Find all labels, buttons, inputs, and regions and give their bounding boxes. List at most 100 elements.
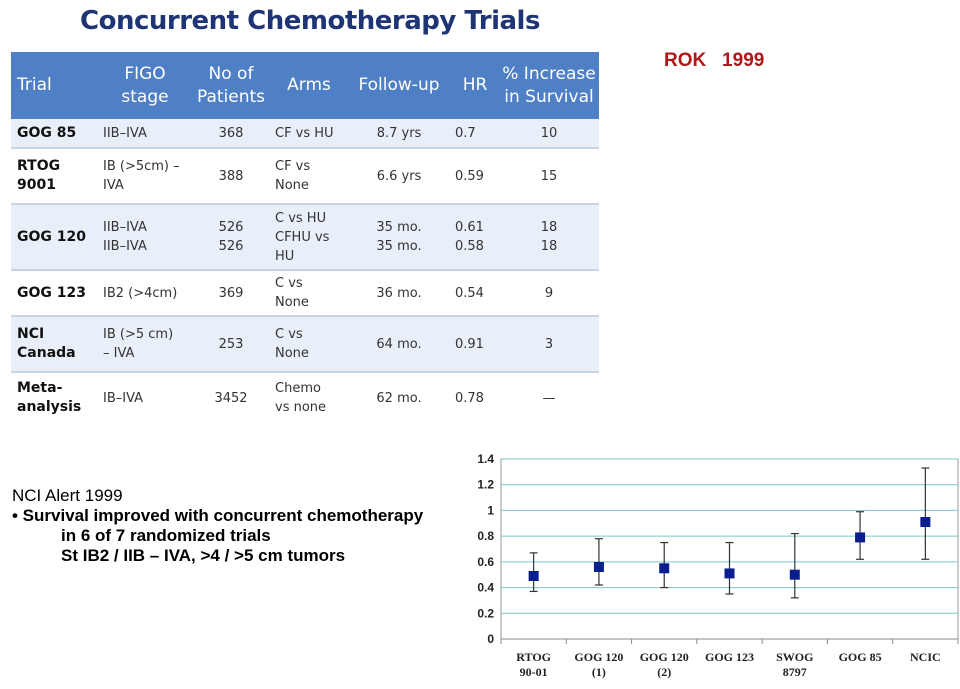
- follow-up-cell-line: 6.6 yrs: [376, 168, 422, 184]
- increase-cell: 18 18: [499, 203, 599, 270]
- figo-stage-cell: IB2 (>4cm): [99, 269, 191, 316]
- header-arms: Arms: [287, 75, 331, 95]
- arms-cell-line: CF vs: [275, 159, 311, 174]
- hr-cell-line: 0.78: [455, 390, 484, 406]
- increase-cell: —: [499, 371, 599, 423]
- header-no-of-patients: No of Patients: [196, 63, 266, 107]
- header-follow-up: Follow-up: [358, 75, 440, 95]
- nci-alert: NCI Alert 1999 • Survival improved with …: [12, 486, 423, 566]
- y-tick-label: 0.2: [477, 606, 494, 620]
- figo-stage-cell-line: IB2 (>4cm): [103, 285, 178, 301]
- trials-table: Trial FIGO stage No of Patients Arms Fol…: [11, 52, 599, 423]
- x-category-label: GOG 120: [574, 650, 623, 664]
- follow-up-cell-line: 64 mo.: [376, 336, 422, 352]
- increase-cell-line: —: [542, 390, 556, 406]
- patients-cell-line: 369: [218, 285, 244, 301]
- alert-bullet: • Survival improved with concurrent chem…: [12, 506, 424, 525]
- follow-up-cell-line: 36 mo.: [376, 285, 422, 301]
- arms-cell-line: C vs HU: [275, 210, 327, 226]
- follow-up-cell-line: 8.7 yrs: [376, 125, 422, 141]
- patients-cell-line: 526: [218, 220, 244, 235]
- data-point: [920, 517, 931, 527]
- trial-name-cell: Meta-analysis: [11, 371, 99, 423]
- follow-up-cell: 8.7 yrs: [347, 119, 451, 148]
- table-row: GOG 120 IIB–IVA IIB–IVA 526 526 C vs HU CFHU v…: [11, 203, 599, 270]
- trial-name-cell: GOG 123: [11, 269, 99, 316]
- arms-cell: Chemo vs none: [271, 371, 347, 423]
- trial-name-cell: NCI Canada: [11, 315, 99, 372]
- arms-cell: CF vs HU: [271, 119, 347, 148]
- patients-cell: 3452: [191, 371, 271, 423]
- y-tick-label: 1.2: [477, 478, 494, 492]
- y-tick-label: 0.4: [477, 581, 494, 595]
- arms-cell-line: vs none: [275, 400, 327, 415]
- follow-up-cell: 64 mo.: [347, 315, 451, 372]
- patients-cell: 526 526: [191, 203, 271, 270]
- trial-name-cell: GOG 85: [17, 124, 77, 141]
- figo-stage-cell-line: IIB–IVA: [103, 220, 147, 235]
- increase-cell-line: 9: [544, 285, 554, 301]
- patients-cell-line: 3452: [214, 390, 248, 406]
- arms-cell: CF vs None: [271, 147, 347, 204]
- increase-cell: 10: [499, 119, 599, 148]
- arms-cell: C vs HU CFHU vs HU: [271, 203, 347, 270]
- y-tick-label: 0.8: [477, 529, 494, 543]
- data-point: [855, 532, 866, 543]
- arms-cell-line: Chemo: [275, 381, 321, 396]
- figo-stage-cell-line: IIB–IVA: [103, 125, 147, 141]
- hr-cell-line: 0.59: [455, 168, 484, 184]
- arms-cell-line: None: [275, 295, 309, 310]
- y-tick-label: 0: [487, 632, 494, 646]
- x-category-label: GOG 120: [640, 650, 689, 664]
- patients-cell-line: 526: [218, 239, 244, 254]
- table-row: GOG 123 IB2 (>4cm) 369 C vs None 36 mo. 0.54 9: [11, 269, 599, 316]
- arms-cell: C vs None: [271, 315, 347, 372]
- alert-line-2: in 6 of 7 randomized trials: [61, 526, 271, 545]
- figo-stage-cell: IB–IVA: [99, 371, 191, 423]
- table-row: NCI Canada IB (>5 cm) – IVA 253 C vs None 64 m…: [11, 315, 599, 372]
- y-tick-label: 0.6: [477, 555, 494, 569]
- x-category-label: NCIC: [910, 650, 941, 664]
- y-tick-label: 1.4: [477, 452, 494, 466]
- follow-up-cell: 35 mo. 35 mo.: [347, 203, 451, 270]
- hr-cell: 0.91: [451, 315, 499, 372]
- trial-name-cell: RTOG 9001: [11, 147, 99, 204]
- patients-cell-line: 368: [218, 125, 244, 141]
- patients-cell: 369: [191, 269, 271, 316]
- trial-name-cell: GOG 120: [11, 203, 99, 270]
- rok-annotation: ROK 1999: [664, 50, 765, 71]
- x-category-label: GOG 123: [705, 650, 754, 664]
- patients-cell: 368: [191, 119, 271, 148]
- header-trial: Trial: [17, 75, 52, 95]
- page-title: Concurrent Chemotherapy Trials: [80, 6, 540, 36]
- hr-cell: 0.78: [451, 371, 499, 423]
- arms-cell-line: C vs: [275, 327, 303, 342]
- figo-stage-cell-line: IVA: [103, 178, 124, 193]
- figo-stage-cell-line: IIB–IVA: [103, 239, 147, 254]
- follow-up-cell-line: 62 mo.: [376, 390, 422, 406]
- increase-cell-line: 18: [540, 220, 558, 235]
- hr-cell-line: 0.61: [455, 220, 484, 235]
- increase-cell-line: 15: [540, 168, 558, 184]
- x-category-label: 8797: [783, 665, 807, 679]
- hr-cell-line: 0.91: [455, 336, 484, 352]
- hr-cell: 0.61 0.58: [451, 203, 499, 270]
- figo-stage-cell-line: – IVA: [103, 346, 135, 361]
- x-category-label: RTOG: [516, 650, 551, 664]
- follow-up-cell-line: 35 mo.: [376, 220, 422, 235]
- arms-cell: C vs None: [271, 269, 347, 316]
- y-tick-label: 1: [487, 503, 494, 517]
- data-point: [528, 571, 539, 581]
- alert-heading: NCI Alert 1999: [12, 486, 123, 505]
- data-point: [659, 563, 670, 574]
- arms-cell-line: C vs: [275, 276, 303, 291]
- figo-stage-cell-line: IB (>5 cm): [103, 327, 174, 342]
- x-category-label: SWOG: [776, 650, 813, 664]
- x-category-label: GOG 85: [839, 650, 882, 664]
- increase-cell-line: 10: [540, 125, 558, 141]
- figo-stage-cell-line: IB–IVA: [103, 390, 144, 406]
- follow-up-cell: 36 mo.: [347, 269, 451, 316]
- patients-cell-line: 253: [218, 336, 244, 352]
- increase-cell-line: 18: [540, 239, 558, 254]
